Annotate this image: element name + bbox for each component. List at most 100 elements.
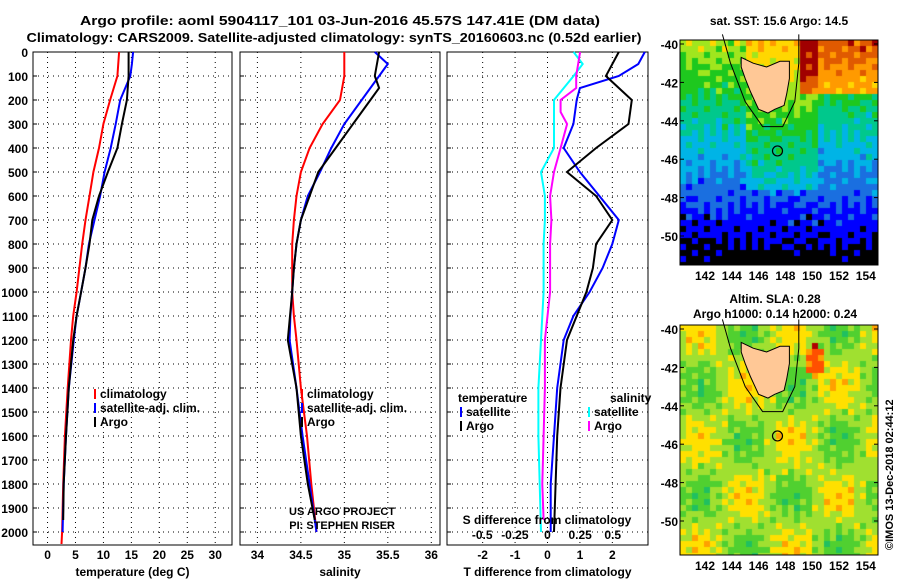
depth-tick-label: 800	[8, 238, 28, 252]
lat-tick-label: -46	[661, 153, 679, 167]
plot-frame	[446, 51, 649, 546]
tasmania-landmass	[740, 56, 790, 114]
x-tick-label: 35	[338, 548, 352, 562]
temperature-panel	[32, 51, 233, 546]
x-axis-label: T difference from climatology	[463, 565, 631, 579]
legend-label: Argo	[307, 415, 335, 429]
depth-tick-label: 0	[21, 46, 28, 60]
sst-map	[679, 34, 879, 266]
series-line-climatology	[60, 51, 121, 545]
x-tick-label: 35.5	[376, 548, 400, 562]
lat-tick-label: -40	[661, 38, 679, 52]
legend-label: Argo	[466, 419, 494, 433]
sla-map-title-1: Altim. SLA: 0.28	[729, 292, 821, 306]
depth-tick-label: 700	[8, 214, 28, 228]
argo-location-marker	[771, 430, 784, 442]
depth-tick-label: 1800	[1, 478, 28, 492]
x2-tick-label: 0.25	[568, 528, 592, 542]
lon-tick-label: 142	[695, 559, 715, 573]
x-tick-label: 15	[125, 548, 139, 562]
x-tick-label: 0	[544, 548, 551, 562]
depth-tick-label: 1100	[2, 310, 28, 324]
credit-project: US ARGO PROJECT	[289, 506, 395, 518]
depth-tick-label: 400	[8, 142, 28, 156]
depth-tick-label: 1000	[1, 286, 28, 300]
lon-tick-label: 142	[695, 269, 715, 283]
x2-tick-label: 0	[544, 528, 551, 542]
sla-map-title-2: Argo h1000: 0.14 h2000: 0.24	[693, 307, 857, 321]
x2-tick-label: -0.5	[472, 528, 493, 542]
lat-tick-label: -50	[661, 230, 679, 244]
x-axis-label: temperature (deg C)	[75, 565, 189, 579]
depth-tick-label: 900	[8, 262, 28, 276]
legend-label: Argo	[100, 415, 128, 429]
legend-label: climatology	[307, 387, 374, 401]
legend-label: satellite-adj. clim.	[100, 401, 200, 415]
series-line-argo	[62, 52, 130, 521]
lat-tick-label: -42	[661, 361, 679, 375]
lat-tick-label: -44	[661, 115, 679, 129]
x-tick-label: 1	[577, 548, 584, 562]
shelf-contour	[721, 34, 800, 128]
lon-tick-label: 154	[856, 269, 876, 283]
lat-tick-label: -48	[661, 192, 679, 206]
depth-tick-label: 100	[8, 70, 28, 84]
depth-tick-label: 1700	[1, 454, 28, 468]
x2-tick-label: -0.25	[501, 528, 529, 542]
lat-tick-label: -42	[661, 76, 679, 90]
lon-tick-label: 144	[722, 269, 742, 283]
sla-map	[679, 319, 879, 556]
timestamp-label: ©IMOS 13-Dec-2018 02:44:12	[884, 399, 896, 550]
x-tick-label: 34	[251, 548, 265, 562]
legend-label: satellite	[594, 405, 639, 419]
depth-tick-label: 300	[8, 118, 28, 132]
sst-map-title: sat. SST: 15.6 Argo: 14.5	[710, 14, 849, 28]
legend-title-salinity: salinity	[610, 391, 652, 405]
lon-tick-label: 146	[749, 269, 769, 283]
tasmania-landmass	[740, 341, 790, 399]
legend-label: satellite-adj. clim.	[307, 401, 407, 415]
x-tick-label: 34.5	[289, 548, 313, 562]
depth-tick-label: 1200	[1, 334, 28, 348]
salinity-panel	[239, 51, 441, 546]
lat-tick-label: -44	[661, 400, 679, 414]
depth-tick-label: 200	[8, 94, 28, 108]
title-line-1: Argo profile: aoml 5904117_101 03-Jun-20…	[80, 13, 600, 28]
lat-tick-label: -50	[661, 515, 679, 529]
lat-tick-label: -40	[661, 323, 679, 337]
lon-tick-label: 148	[775, 269, 795, 283]
lon-tick-label: 146	[749, 559, 769, 573]
x-tick-label: 30	[209, 548, 223, 562]
series-line-temperature-argo	[553, 51, 633, 533]
map-frame	[679, 39, 879, 266]
series-line-salinity-argo	[541, 51, 582, 521]
depth-tick-label: 1600	[1, 430, 28, 444]
lon-tick-label: 152	[829, 269, 849, 283]
difference-panel	[446, 51, 649, 546]
depth-tick-label: 1500	[1, 406, 28, 420]
x-tick-label: 10	[97, 548, 111, 562]
credit-pi: PI: STEPHEN RISER	[289, 520, 395, 532]
depth-tick-label: 1400	[1, 382, 28, 396]
x-tick-label: -1	[510, 548, 521, 562]
depth-tick-label: 500	[8, 166, 28, 180]
x-axis-label: salinity	[319, 565, 361, 579]
series-line-salinity-satellite	[537, 51, 584, 533]
legend-label: Argo	[594, 419, 622, 433]
depth-tick-label: 2000	[1, 526, 28, 540]
map-frame	[679, 324, 879, 556]
lat-tick-label: -46	[661, 438, 679, 452]
series-line-argo	[286, 51, 381, 521]
x-tick-label: 2	[609, 548, 616, 562]
plot-frame	[239, 51, 441, 546]
depth-tick-label: 1300	[1, 358, 28, 372]
series-line-temperature-satellite	[549, 51, 646, 532]
x2-tick-label: 0.5	[604, 528, 621, 542]
shelf-contour	[721, 319, 800, 413]
lat-tick-label: -48	[661, 477, 679, 491]
x-tick-label: 25	[181, 548, 195, 562]
lon-tick-label: 148	[775, 559, 795, 573]
legend-label: satellite	[466, 405, 511, 419]
